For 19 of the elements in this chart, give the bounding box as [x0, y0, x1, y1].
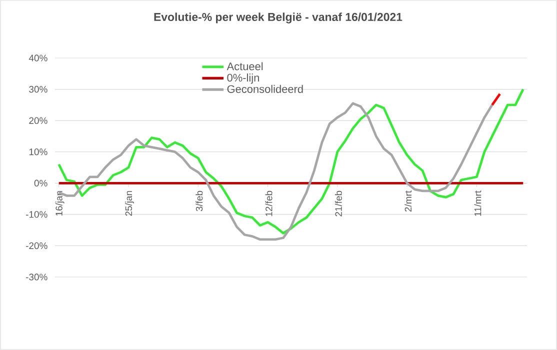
x-tick-label: 12/feb — [265, 190, 272, 216]
y-tick-label: -10% — [26, 211, 48, 218]
y-tick-label: -30% — [26, 274, 48, 280]
legend-label: Geconsolideerd — [227, 84, 303, 93]
y-tick-label: 10% — [29, 148, 48, 156]
y-tick-label: 40% — [28, 54, 48, 62]
y-tick-label: 30% — [29, 86, 48, 93]
y-tick-label: -20% — [26, 242, 48, 250]
x-tick-label: 16/jan — [55, 191, 64, 216]
legend-label: Actueel — [226, 62, 263, 70]
x-tick-label: 21/feb — [334, 190, 342, 216]
chart-title: Evolutie-% per week België - vanaf 16/01/2021 — [154, 12, 402, 24]
y-tick-label: 20% — [29, 117, 48, 124]
y-tick-label: 0% — [34, 180, 48, 186]
x-tick-label: 2/mrt — [404, 190, 412, 212]
x-tick-label: 3/feb — [196, 190, 203, 212]
x-tick-label: 11/mrt — [474, 190, 482, 216]
legend-label: 0%-lijn — [227, 74, 259, 84]
x-tick-label: 25/jan — [125, 191, 134, 216]
